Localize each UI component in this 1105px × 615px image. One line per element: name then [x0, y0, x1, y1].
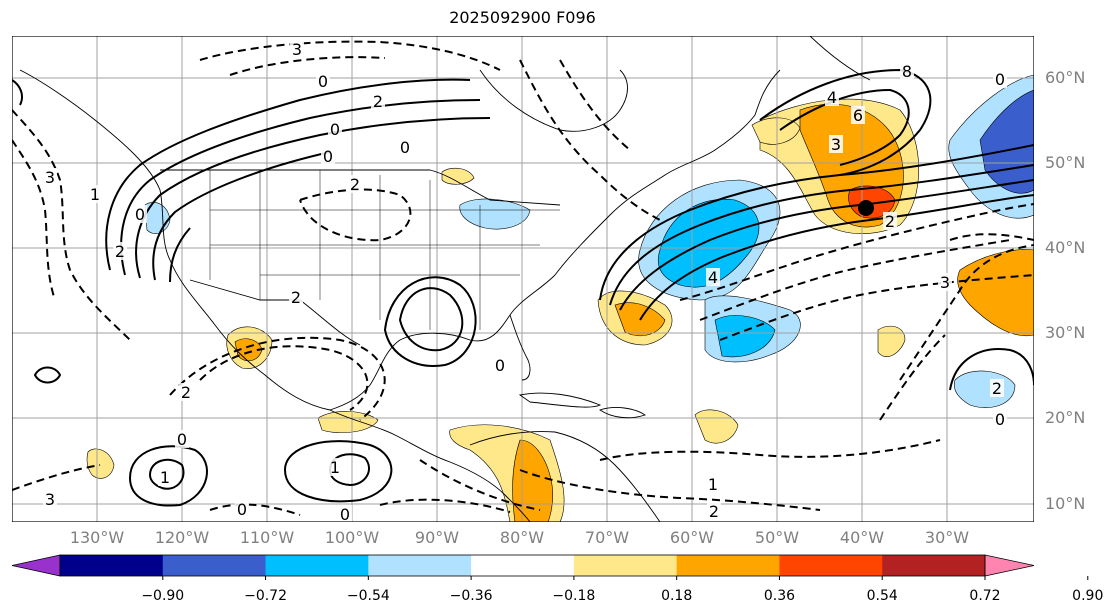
contour-label: 3 [292, 40, 302, 59]
contour-label: 1 [708, 475, 718, 494]
contour-label: 0 [135, 205, 145, 224]
coast-west-north-america [19, 69, 331, 411]
colorbar-extend-max [984, 554, 1035, 577]
colorbar-segment [676, 555, 780, 576]
lat-label: 60°N [1045, 68, 1086, 87]
lon-label: 40°W [839, 528, 885, 547]
contour-label: 0 [400, 138, 410, 157]
colorbar-segment [265, 555, 369, 576]
state-borders [209, 170, 560, 330]
contour-label: 2 [885, 212, 895, 231]
colorbar-tick-label: 0.90 [1072, 588, 1104, 604]
lon-label: 110°W [239, 528, 295, 547]
contour-label: 6 [853, 106, 863, 125]
colorbar-extend-min [11, 554, 61, 577]
colorbar-tick-label: 0.54 [866, 588, 898, 604]
colorbar-segment [471, 555, 575, 576]
colorbar-segment [368, 555, 472, 576]
lat-label: 20°N [1045, 408, 1086, 427]
yellow-anomaly-small2 [877, 325, 906, 357]
contour-label: 3 [45, 490, 55, 509]
contour-label: 2 [709, 502, 719, 521]
blue-anomaly-greatlakes [459, 198, 531, 230]
colorbar-segment [779, 555, 883, 576]
contour-label: 2 [115, 242, 125, 261]
lon-label: 70°W [584, 528, 630, 547]
lon-label: 30°W [924, 528, 970, 547]
colorbar-segment [162, 555, 267, 576]
lat-label: 10°N [1045, 494, 1086, 513]
contour-label: 1 [90, 185, 100, 204]
hispaniola [598, 407, 646, 419]
contour-label: 0 [177, 430, 187, 449]
colorbar-tick-label: 0.36 [763, 588, 796, 604]
cyan-anomaly-atlantic [657, 198, 760, 288]
colorbar-tick-label: 0.72 [969, 588, 1001, 604]
greenland-coast [809, 36, 871, 81]
contour-label: 4 [827, 88, 837, 107]
lon-label: 80°W [499, 528, 545, 547]
coast-central-america [329, 409, 531, 522]
yellow-anomaly-lakes [441, 167, 475, 185]
orange-anomaly-caribbean [512, 439, 553, 522]
contour-label: 3 [831, 135, 841, 154]
colorbar-segment [882, 555, 986, 576]
coast-florida [509, 314, 531, 381]
colorbar-segment [60, 555, 164, 576]
coast-south-america [469, 431, 661, 522]
contour-label: 1 [160, 468, 170, 487]
coastlines [19, 36, 871, 522]
contour-label: 0 [330, 120, 340, 139]
orange-anomaly-east [957, 249, 1034, 337]
colorbar-tick-label: −0.36 [449, 588, 493, 604]
contour-label: 0 [323, 147, 333, 166]
lon-label: 50°W [754, 528, 800, 547]
us-canada-border [160, 169, 561, 206]
colorbar-tick-label: 0.18 [661, 588, 693, 604]
contour-label: 1 [330, 458, 340, 477]
contour-label: 2 [181, 383, 191, 402]
contour-label: 0 [995, 70, 1005, 89]
contour-label: 0 [995, 410, 1005, 429]
yellow-anomaly-gulfmexico [317, 411, 379, 434]
contour-label: 0 [318, 72, 328, 91]
colorbar-tick-label: −0.72 [244, 588, 287, 604]
map-title: 2025092900 F096 [449, 8, 596, 27]
lat-label: 30°N [1045, 323, 1086, 342]
colorbar-tick-label: −0.18 [552, 588, 596, 604]
coast-hudson [479, 69, 628, 132]
contour-label: 0 [237, 500, 247, 519]
lat-label: 40°N [1045, 238, 1086, 257]
contour-lines-positive [12, 68, 1034, 507]
contour-label: 3 [940, 273, 950, 292]
contour-label: 4 [708, 268, 718, 287]
lon-label: 90°W [414, 528, 460, 547]
colorbar-segment [573, 555, 678, 576]
lon-label: 60°W [669, 528, 715, 547]
lon-label: 130°W [69, 528, 125, 547]
colorbar-tick-label: −0.54 [346, 588, 390, 604]
contour-label: 3 [45, 168, 55, 187]
contour-label: 2 [291, 288, 301, 307]
low-center-marker [858, 200, 874, 216]
contour-label: 2 [373, 92, 383, 111]
colorbar-tick-label: −0.90 [141, 588, 185, 604]
lat-label: 50°N [1045, 153, 1086, 172]
contour-label: 2 [350, 175, 360, 194]
contour-label: 8 [902, 62, 912, 81]
contour-label: 0 [340, 505, 350, 524]
cuba [518, 392, 602, 408]
lon-label: 100°W [324, 528, 380, 547]
contour-lines-negative [12, 40, 1034, 516]
yellow-anomaly-pacific [86, 448, 115, 479]
coast-east-north-america [554, 69, 781, 276]
contour-label: 0 [495, 356, 505, 375]
contour-label: 2 [992, 379, 1002, 398]
lon-label: 120°W [154, 528, 210, 547]
